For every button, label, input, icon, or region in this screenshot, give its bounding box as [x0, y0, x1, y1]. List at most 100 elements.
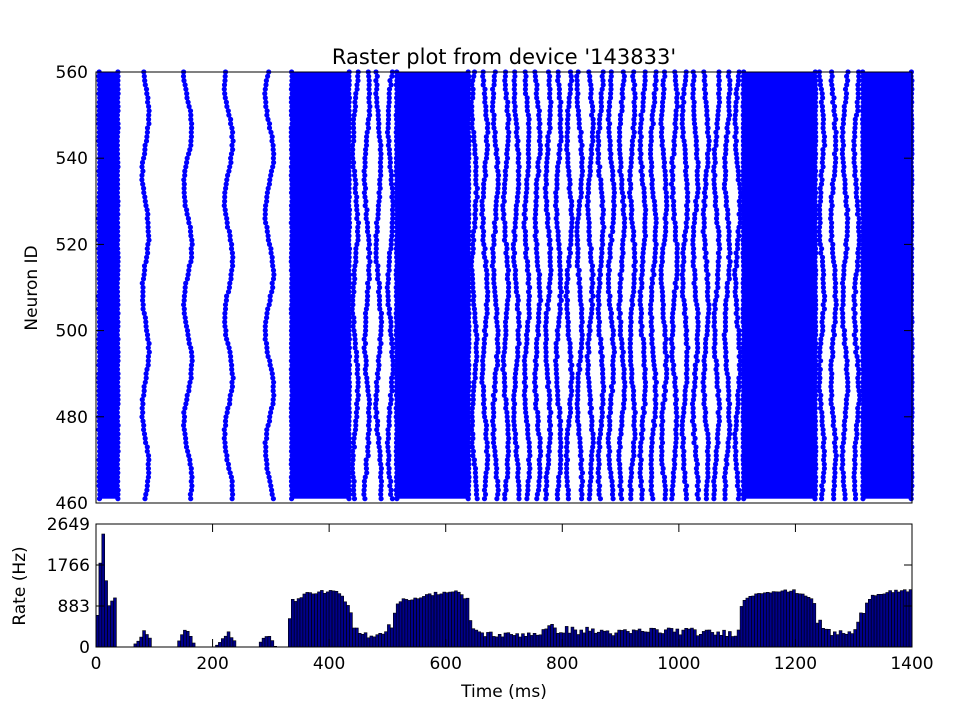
- spike-1334: [264, 349, 270, 355]
- spike-2505: [543, 474, 549, 480]
- spike-661: [813, 366, 819, 372]
- spike-3256: [619, 254, 625, 260]
- spike-4155: [715, 259, 721, 265]
- spike-4694: [843, 91, 850, 97]
- spike-2269: [514, 198, 521, 204]
- spike-1220: [224, 409, 230, 416]
- spike-1615: [375, 431, 381, 437]
- spike-1925: [481, 388, 487, 394]
- spike-1643: [378, 310, 385, 316]
- spike-1627: [373, 379, 379, 385]
- spike-2167: [500, 207, 506, 213]
- spike-2173: [502, 181, 508, 187]
- spike-670: [740, 345, 746, 351]
- spike-3702: [669, 487, 675, 493]
- spike-508: [394, 263, 400, 269]
- spike-3734: [669, 349, 675, 355]
- spike-1956: [482, 254, 488, 260]
- spike-1120: [181, 409, 187, 416]
- spike-591: [466, 86, 472, 92]
- spike-1218: [222, 418, 229, 424]
- spike-1347: [267, 293, 273, 299]
- spike-1172: [181, 185, 187, 191]
- spike-1197: [181, 78, 187, 84]
- spike-761: [813, 151, 819, 157]
- spike-1953: [483, 267, 490, 273]
- spike-2274: [515, 177, 521, 183]
- spike-1726: [389, 384, 395, 390]
- spike-3645: [660, 302, 667, 308]
- spike-693: [813, 297, 819, 303]
- spike-2262: [511, 228, 517, 235]
- rate-bar-95: [471, 628, 476, 648]
- spike-411: [466, 474, 472, 480]
- spike-1577: [362, 164, 368, 170]
- spike-1316: [264, 427, 270, 433]
- rate-bar-96: [474, 629, 479, 648]
- spike-3907: [693, 465, 700, 472]
- spike-1293: [222, 95, 228, 101]
- spike-703: [812, 276, 818, 282]
- spike-1150: [183, 280, 189, 286]
- spike-2081: [494, 147, 500, 153]
- spike-1135: [188, 345, 194, 351]
- spike-1554: [366, 263, 372, 269]
- spike-2996: [588, 82, 594, 88]
- spike-4475: [818, 172, 824, 178]
- spike-1641: [379, 319, 385, 325]
- spike-1066: [145, 211, 151, 217]
- spike-1814: [470, 435, 476, 441]
- spike-4205: [721, 474, 728, 480]
- spike-3227: [622, 379, 628, 385]
- spike-1972: [481, 185, 487, 191]
- spike-420: [394, 453, 400, 459]
- spike-1245: [222, 302, 229, 308]
- spike-793: [812, 82, 818, 88]
- rate-bar-3: [104, 580, 108, 648]
- spike-2283: [515, 138, 521, 144]
- spike-2300: [524, 496, 530, 502]
- spike-1657: [373, 250, 379, 256]
- spike-4026: [701, 384, 707, 390]
- spike-239: [346, 414, 352, 420]
- spike-1467: [354, 207, 360, 213]
- spike-2213: [512, 440, 519, 446]
- spike-1325: [270, 388, 276, 394]
- spike-627: [812, 440, 818, 446]
- spike-1309: [263, 457, 269, 463]
- spike-2884: [577, 134, 583, 140]
- spike-4203: [723, 483, 729, 489]
- spike-47: [115, 397, 121, 403]
- spike-271: [346, 345, 352, 351]
- spike-1161: [188, 233, 194, 239]
- rate-bar-150: [631, 629, 636, 648]
- spike-2356: [523, 254, 529, 260]
- spike-2337: [524, 336, 530, 342]
- spike-127: [115, 224, 121, 230]
- spike-3783: [671, 138, 677, 144]
- spike-2401: [534, 491, 541, 497]
- spike-1886: [469, 125, 475, 131]
- spike-357: [346, 159, 352, 166]
- rate-bar-142: [608, 633, 613, 648]
- spike-3654: [658, 263, 665, 269]
- spike-4722: [856, 401, 862, 407]
- spike-54: [96, 379, 102, 385]
- spike-2158: [504, 246, 510, 252]
- spike-1690: [375, 108, 381, 114]
- spike-191: [115, 86, 121, 92]
- rate-bar-160: [661, 633, 665, 648]
- spike-423: [465, 448, 471, 454]
- spike-1818: [469, 418, 475, 424]
- spike-2298: [512, 73, 518, 79]
- spike-3098: [599, 73, 605, 79]
- spike-1572: [362, 185, 369, 191]
- spike-163: [114, 147, 120, 153]
- spike-2022: [490, 401, 496, 407]
- spike-4468: [816, 203, 823, 209]
- spike-116: [96, 246, 102, 252]
- spike-1276: [226, 168, 232, 174]
- spike-1454: [352, 263, 358, 269]
- spike-1817: [469, 422, 475, 428]
- spike-2105: [504, 474, 511, 480]
